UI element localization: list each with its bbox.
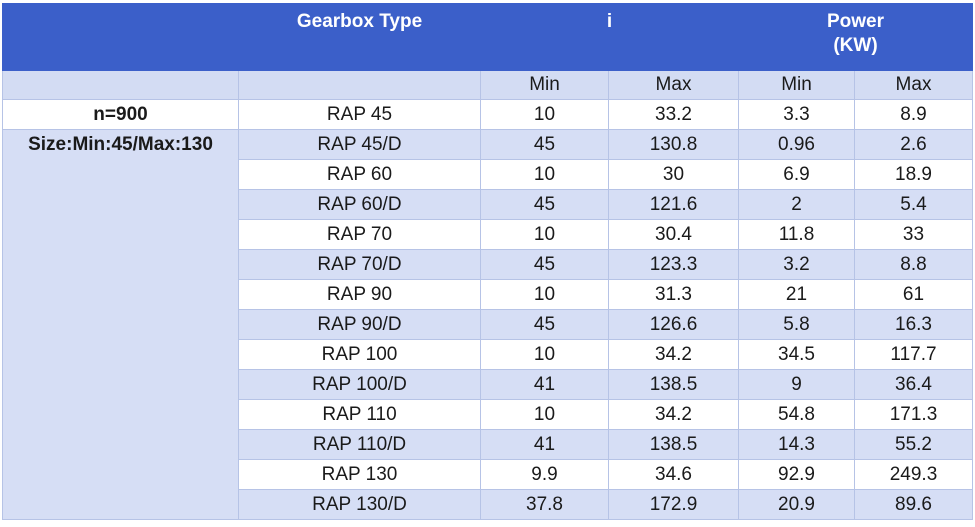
table-row: RAP 130 9.9 34.6 92.9 249.3: [3, 459, 973, 490]
power-min-cell: 92.9: [738, 459, 855, 490]
i-min-cell: 10: [480, 219, 609, 250]
i-max-cell: 30.4: [608, 219, 739, 250]
gearbox-type-cell: RAP 70: [238, 219, 481, 250]
i-max-cell: 31.3: [608, 279, 739, 310]
table-row: RAP 60 10 30 6.9 18.9: [3, 159, 973, 190]
power-max-cell: 33: [854, 219, 973, 250]
i-min-cell: 37.8: [480, 489, 609, 520]
gearbox-type-cell: RAP 130/D: [238, 489, 481, 520]
power-max-cell: 18.9: [854, 159, 973, 190]
i-max-cell: 30: [608, 159, 739, 190]
gearbox-type-cell: RAP 100: [238, 339, 481, 370]
i-max-cell: 130.8: [608, 129, 739, 160]
i-max-cell: 34.6: [608, 459, 739, 490]
header-row: Gearbox Type i Power (KW): [2, 3, 973, 71]
power-max-cell: 61: [854, 279, 973, 310]
i-max-cell: 138.5: [608, 429, 739, 460]
power-max-cell: 8.8: [854, 249, 973, 280]
table-row: RAP 70/D 45 123.3 3.2 8.8: [3, 249, 973, 280]
gearbox-type-cell: RAP 110: [238, 399, 481, 430]
power-min-cell: 14.3: [738, 429, 855, 460]
i-min-cell: 10: [480, 99, 609, 130]
power-min-cell: 6.9: [738, 159, 855, 190]
subheader-power-min: Min: [738, 70, 855, 100]
header-power: Power (KW): [738, 3, 973, 71]
header-power-label: Power: [826, 11, 885, 32]
power-min-cell: 9: [738, 369, 855, 400]
i-max-cell: 33.2: [608, 99, 739, 130]
i-max-cell: 121.6: [608, 189, 739, 220]
subheader-blank-1: [2, 70, 239, 100]
i-max-cell: 123.3: [608, 249, 739, 280]
i-min-cell: 45: [480, 309, 609, 340]
power-max-cell: 16.3: [854, 309, 973, 340]
i-min-cell: 41: [480, 369, 609, 400]
i-min-cell: 41: [480, 429, 609, 460]
i-min-cell: 9.9: [480, 459, 609, 490]
power-max-cell: 89.6: [854, 489, 973, 520]
i-max-cell: 138.5: [608, 369, 739, 400]
i-min-cell: 45: [480, 249, 609, 280]
subheader-blank-2: [238, 70, 481, 100]
gearbox-type-cell: RAP 45: [238, 99, 481, 130]
power-min-cell: 5.8: [738, 309, 855, 340]
gearbox-type-cell: RAP 110/D: [238, 429, 481, 460]
table-row: RAP 130/D 37.8 172.9 20.9 89.6: [3, 489, 973, 520]
table-row: RAP 90/D 45 126.6 5.8 16.3: [3, 309, 973, 340]
power-min-cell: 21: [738, 279, 855, 310]
speed-label: n=900: [2, 99, 239, 130]
header-gearbox-type: Gearbox Type: [238, 3, 481, 71]
table-row: RAP 110/D 41 138.5 14.3 55.2: [3, 429, 973, 460]
power-max-cell: 249.3: [854, 459, 973, 490]
i-max-cell: 172.9: [608, 489, 739, 520]
power-min-cell: 3.2: [738, 249, 855, 280]
gearbox-type-cell: RAP 70/D: [238, 249, 481, 280]
i-max-cell: 34.2: [608, 399, 739, 430]
i-min-cell: 10: [480, 339, 609, 370]
power-max-cell: 2.6: [854, 129, 973, 160]
i-max-cell: 126.6: [608, 309, 739, 340]
subheader-power-max: Max: [854, 70, 973, 100]
i-min-cell: 10: [480, 279, 609, 310]
power-min-cell: 20.9: [738, 489, 855, 520]
gearbox-type-cell: RAP 130: [238, 459, 481, 490]
subheader-i-max: Max: [608, 70, 739, 100]
table-row: Size:Min:45/Max:130 RAP 45/D 45 130.8 0.96 2.…: [2, 129, 973, 520]
gearbox-type-cell: RAP 60/D: [238, 189, 481, 220]
i-max-cell: 34.2: [608, 339, 739, 370]
subheader-row: Min Max Min Max: [2, 70, 973, 100]
power-max-cell: 8.9: [854, 99, 973, 130]
power-min-cell: 34.5: [738, 339, 855, 370]
power-min-cell: 2: [738, 189, 855, 220]
power-max-cell: 5.4: [854, 189, 973, 220]
subheader-i-min: Min: [480, 70, 609, 100]
gearbox-type-cell: RAP 45/D: [238, 129, 481, 160]
i-min-cell: 10: [480, 399, 609, 430]
power-max-cell: 55.2: [854, 429, 973, 460]
gearbox-type-cell: RAP 90/D: [238, 309, 481, 340]
power-max-cell: 36.4: [854, 369, 973, 400]
header-i: i: [480, 3, 739, 71]
power-min-cell: 11.8: [738, 219, 855, 250]
gearbox-type-cell: RAP 60: [238, 159, 481, 190]
i-min-cell: 45: [480, 129, 609, 160]
power-min-cell: 3.3: [738, 99, 855, 130]
power-max-cell: 171.3: [854, 399, 973, 430]
header-power-unit: (KW): [833, 35, 878, 56]
table-row: RAP 90 10 31.3 21 61: [3, 279, 973, 310]
gearbox-type-cell: RAP 90: [238, 279, 481, 310]
i-min-cell: 45: [480, 189, 609, 220]
size-range-label: Size:Min:45/Max:130: [2, 129, 239, 520]
power-min-cell: 0.96: [738, 129, 855, 160]
table-row: RAP 100 10 34.2 34.5 117.7: [3, 339, 973, 370]
table-row: RAP 110 10 34.2 54.8 171.3: [3, 399, 973, 430]
table-row: n=900 RAP 45 10 33.2 3.3 8.9: [2, 99, 973, 130]
gearbox-spec-table: Gearbox Type i Power (KW) Min Max Min Ma…: [2, 3, 973, 520]
power-max-cell: 117.7: [854, 339, 973, 370]
header-blank: [2, 3, 239, 71]
gearbox-type-cell: RAP 100/D: [238, 369, 481, 400]
table-body: n=900 RAP 45 10 33.2 3.3 8.9 Size:Min:45/Max:1…: [2, 99, 973, 520]
i-min-cell: 10: [480, 159, 609, 190]
power-min-cell: 54.8: [738, 399, 855, 430]
